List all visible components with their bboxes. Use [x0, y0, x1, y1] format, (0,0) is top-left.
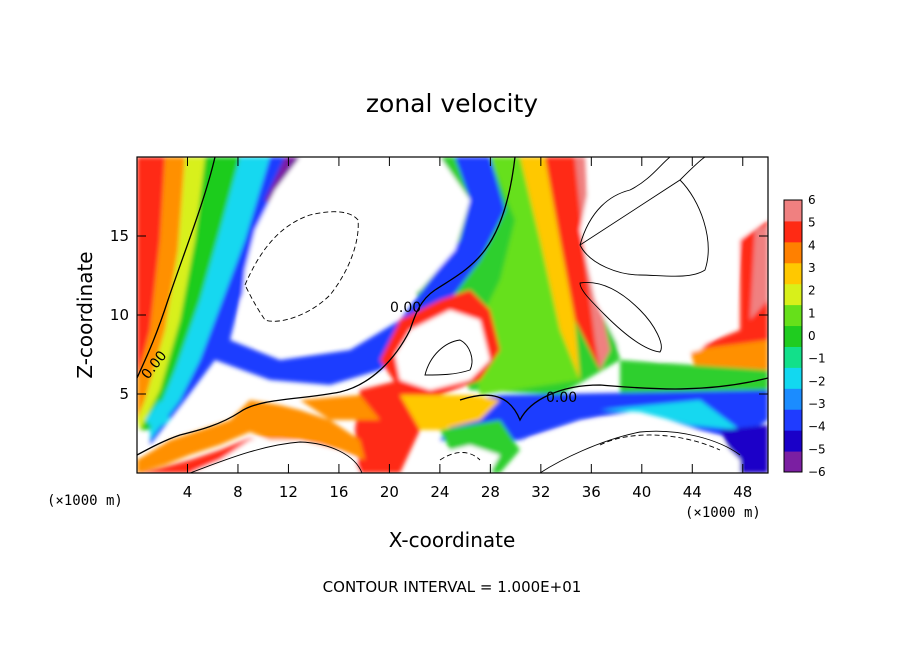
colorbar-label: −4 — [808, 420, 826, 434]
colorbar-label: 1 — [808, 306, 816, 320]
zero-contours — [137, 157, 768, 456]
colorbar-label: −5 — [808, 442, 826, 456]
x-tick-label: 12 — [279, 483, 298, 501]
x-tick-label: 40 — [632, 483, 651, 501]
colorbar: 6 5 4 3 2 1 0 −1 −2 −3 −4 −5 −6 — [783, 193, 826, 479]
x-tick-label: 48 — [733, 483, 752, 501]
x-axis: 4 8 12 16 20 24 28 32 36 40 44 48 — [183, 157, 752, 501]
contour-interval-note: CONTOUR INTERVAL = 1.000E+01 — [323, 578, 582, 596]
colorbar-swatch — [784, 220, 802, 243]
x-axis-unit: (×1000 m) — [685, 505, 761, 521]
colorbar-label: 0 — [808, 329, 816, 343]
colorbar-swatch — [784, 304, 802, 327]
x-tick-label: 32 — [531, 483, 550, 501]
y-axis-label: Z-coordinate — [73, 251, 97, 378]
colorbar-swatch — [784, 241, 802, 264]
colorbar-swatch — [784, 325, 802, 347]
colorbar-label: −3 — [808, 397, 826, 411]
positive-contours — [189, 157, 741, 473]
colorbar-swatch — [784, 388, 802, 410]
y-axis-unit: (×1000 m) — [47, 493, 123, 509]
colorbar-label: −6 — [808, 465, 826, 479]
colorbar-frame — [783, 199, 803, 473]
colorbar-swatch — [784, 409, 802, 431]
y-tick-label: 10 — [110, 306, 129, 324]
x-tick-label: 36 — [582, 483, 601, 501]
colorbar-swatch — [784, 283, 802, 306]
y-tick-label: 5 — [119, 385, 129, 403]
y-axis: 5 10 15 — [110, 227, 768, 403]
colorbar-label: −1 — [808, 352, 826, 366]
colorbar-label: 3 — [808, 261, 816, 275]
x-tick-label: 44 — [683, 483, 702, 501]
colorbar-label: 2 — [808, 284, 816, 298]
colorbar-label: −2 — [808, 374, 826, 388]
colorbar-swatch — [784, 346, 802, 368]
x-tick-label: 24 — [430, 483, 449, 501]
chart-title: zonal velocity — [366, 89, 538, 118]
x-tick-label: 4 — [183, 483, 193, 501]
x-tick-label: 28 — [481, 483, 500, 501]
velocity-field: 0.00 0.00 0.00 — [137, 157, 768, 473]
x-tick-label: 16 — [329, 483, 348, 501]
colorbar-swatch — [784, 430, 802, 452]
x-tick-label: 20 — [380, 483, 399, 501]
x-tick-label: 8 — [233, 483, 243, 501]
negative-contours — [244, 211, 721, 461]
colorbar-label: 5 — [808, 216, 816, 230]
colorbar-swatch — [784, 200, 802, 222]
x-axis-label: X-coordinate — [389, 528, 516, 552]
colorbar-label: 6 — [808, 193, 816, 207]
colorbar-swatch — [784, 367, 802, 389]
contour-label-right: 0.00 — [546, 390, 577, 406]
colorbar-label: 4 — [808, 238, 816, 252]
contour-label-center: 0.00 — [390, 300, 421, 316]
colorbar-swatch — [784, 262, 802, 285]
colorbar-swatch — [784, 451, 802, 473]
y-tick-label: 15 — [110, 227, 129, 245]
